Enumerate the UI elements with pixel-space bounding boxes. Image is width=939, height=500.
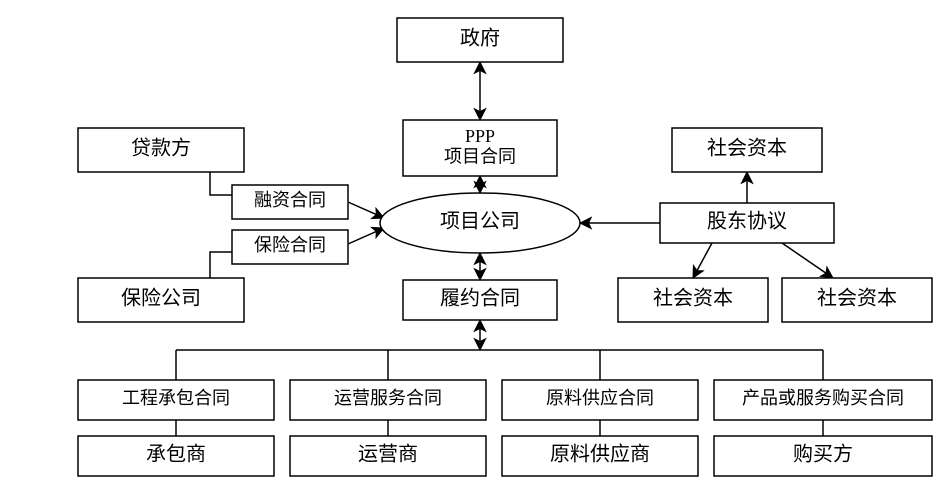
node-shr: 股东协议	[660, 203, 834, 243]
node-label: 保险合同	[254, 235, 326, 255]
node-label: 原料供应合同	[546, 388, 654, 408]
node-c2: 运营服务合同	[290, 380, 486, 420]
node-b3: 原料供应商	[502, 436, 698, 476]
node-b1: 承包商	[78, 436, 274, 476]
node-label: PPP	[465, 126, 495, 146]
node-label: 履约合同	[440, 287, 520, 310]
node-lender: 贷款方	[78, 128, 244, 172]
edge	[348, 228, 384, 244]
node-label: 原料供应商	[550, 443, 650, 466]
edge	[348, 202, 384, 218]
node-label: 工程承包合同	[122, 388, 230, 408]
nodes-layer: 政府PPP项目合同贷款方融资合同保险合同保险公司项目公司社会资本股东协议社会资本…	[78, 18, 932, 476]
node-gov: 政府	[397, 18, 563, 62]
node-finance: 融资合同	[232, 185, 348, 219]
node-insureC: 保险合同	[232, 230, 348, 264]
node-social2: 社会资本	[618, 278, 768, 322]
node-b4: 购买方	[714, 436, 932, 476]
node-label: 保险公司	[121, 287, 201, 310]
node-social1: 社会资本	[672, 128, 822, 172]
node-label: 购买方	[793, 443, 853, 466]
diagram-canvas: 政府PPP项目合同贷款方融资合同保险合同保险公司项目公司社会资本股东协议社会资本…	[0, 0, 939, 500]
node-label: 社会资本	[707, 137, 787, 160]
node-ppp: PPP项目合同	[403, 120, 557, 176]
node-b2: 运营商	[290, 436, 486, 476]
edge	[693, 243, 712, 278]
node-insurer: 保险公司	[78, 278, 244, 322]
node-label: 运营商	[358, 443, 418, 466]
node-c4: 产品或服务购买合同	[714, 380, 932, 420]
node-label: 承包商	[146, 443, 206, 466]
node-label: 社会资本	[653, 287, 733, 310]
node-label: 股东协议	[707, 210, 787, 233]
node-c1: 工程承包合同	[78, 380, 274, 420]
node-label: 项目合同	[444, 146, 516, 166]
node-label: 社会资本	[817, 287, 897, 310]
node-label: 政府	[460, 27, 500, 50]
edge	[782, 243, 833, 278]
node-label: 项目公司	[440, 211, 520, 233]
node-label: 融资合同	[254, 190, 326, 210]
node-proj: 项目公司	[380, 193, 580, 253]
node-label: 贷款方	[131, 137, 191, 160]
node-perform: 履约合同	[403, 280, 557, 320]
node-social3: 社会资本	[782, 278, 932, 322]
node-label: 产品或服务购买合同	[742, 388, 904, 408]
node-label: 运营服务合同	[334, 388, 442, 408]
node-c3: 原料供应合同	[502, 380, 698, 420]
